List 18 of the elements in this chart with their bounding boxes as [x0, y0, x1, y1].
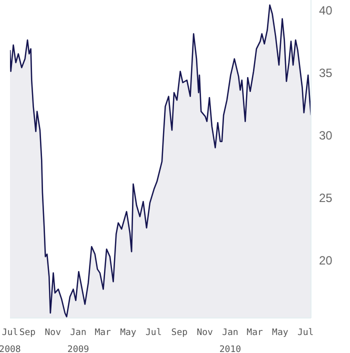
- x-tick-label: Sep: [19, 328, 36, 338]
- y-tick-label: 30: [319, 128, 333, 142]
- x-tick-label: Mar: [246, 328, 264, 338]
- y-tick-label: 20: [319, 254, 333, 268]
- x-tick-label: Jul: [146, 328, 162, 338]
- x-tick-label: Jul: [297, 328, 314, 338]
- y-tick-label: 40: [319, 3, 333, 18]
- x-tick-label: Jan 2009: [67, 328, 90, 353]
- y-tick-label: 35: [319, 66, 333, 80]
- x-tick-label: Jul 2008: [0, 328, 21, 353]
- x-tick-label: May: [272, 328, 289, 338]
- x-tick-label: Nov: [44, 328, 62, 338]
- x-tick-label: May: [120, 328, 137, 338]
- x-tick-label: Mar: [94, 328, 112, 338]
- x-tick-label: Sep: [171, 328, 188, 338]
- x-tick-label: Jan 2010: [219, 328, 242, 353]
- x-tick-label: Nov: [196, 328, 213, 338]
- y-tick-label: 25: [319, 191, 333, 206]
